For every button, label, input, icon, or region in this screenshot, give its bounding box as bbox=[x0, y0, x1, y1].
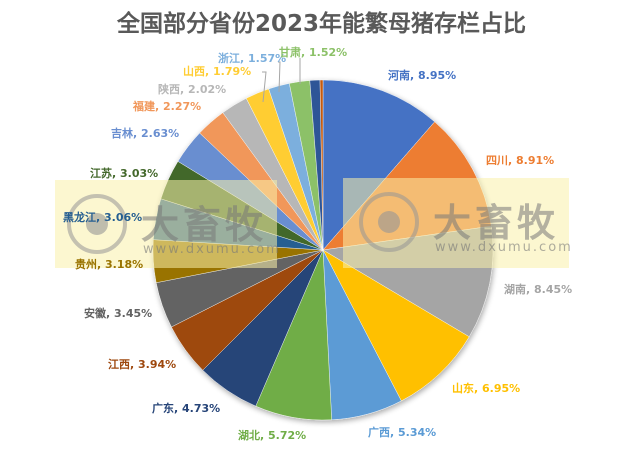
watermark-brand: 大畜牧 bbox=[433, 201, 560, 245]
data-label-福建: 福建, 2.27% bbox=[133, 100, 202, 113]
leader-line bbox=[278, 61, 281, 93]
data-label-陕西: 陕西, 2.02% bbox=[158, 83, 227, 96]
data-label-江西: 江西, 3.94% bbox=[108, 358, 177, 371]
watermark-right: 大畜牧 www.dxumu.com bbox=[343, 178, 571, 268]
data-label-安徽: 安徽, 3.45% bbox=[84, 307, 153, 320]
data-label-广东: 广东, 4.73% bbox=[152, 402, 221, 415]
data-label-山西: 山西, 1.79% bbox=[183, 65, 252, 78]
data-label-山东: 山东, 6.95% bbox=[452, 382, 521, 395]
data-label-甘肃: 甘肃, 1.52% bbox=[279, 46, 348, 59]
watermark-url: www.dxumu.com bbox=[435, 240, 573, 255]
watermark-logo-dot-icon bbox=[86, 213, 108, 235]
watermark-brand: 大畜牧 bbox=[141, 203, 268, 247]
data-label-湖南: 湖南, 8.45% bbox=[504, 283, 573, 296]
label-leader-lines bbox=[262, 58, 301, 103]
watermark-logo-icon bbox=[359, 192, 419, 252]
data-label-贵州: 贵州, 3.18% bbox=[75, 258, 144, 271]
data-label-江苏: 江苏, 3.03% bbox=[90, 167, 159, 180]
data-label-湖北: 湖北, 5.72% bbox=[238, 429, 307, 442]
leader-line bbox=[262, 71, 267, 103]
watermark-left: 大畜牧 www.dxumu.com bbox=[55, 180, 279, 268]
pie-slice-山东 bbox=[322, 249, 470, 402]
watermark-logo-icon bbox=[67, 194, 127, 254]
data-label-河南: 河南, 8.95% bbox=[388, 69, 457, 82]
data-label-四川: 四川, 8.91% bbox=[486, 154, 555, 167]
data-label-黑龙江: 黑龙江, 3.06% bbox=[63, 211, 143, 224]
pie-slice-other bbox=[319, 79, 324, 251]
data-label-浙江: 浙江, 1.57% bbox=[218, 52, 287, 65]
watermark-url: www.dxumu.com bbox=[143, 242, 281, 257]
chart-title: 全国部分省份2023年能繁母猪存栏占比 bbox=[116, 11, 526, 37]
watermark-logo-dot-icon bbox=[378, 211, 400, 233]
data-label-吉林: 吉林, 2.63% bbox=[111, 127, 180, 140]
data-label-广西: 广西, 5.34% bbox=[368, 426, 437, 439]
